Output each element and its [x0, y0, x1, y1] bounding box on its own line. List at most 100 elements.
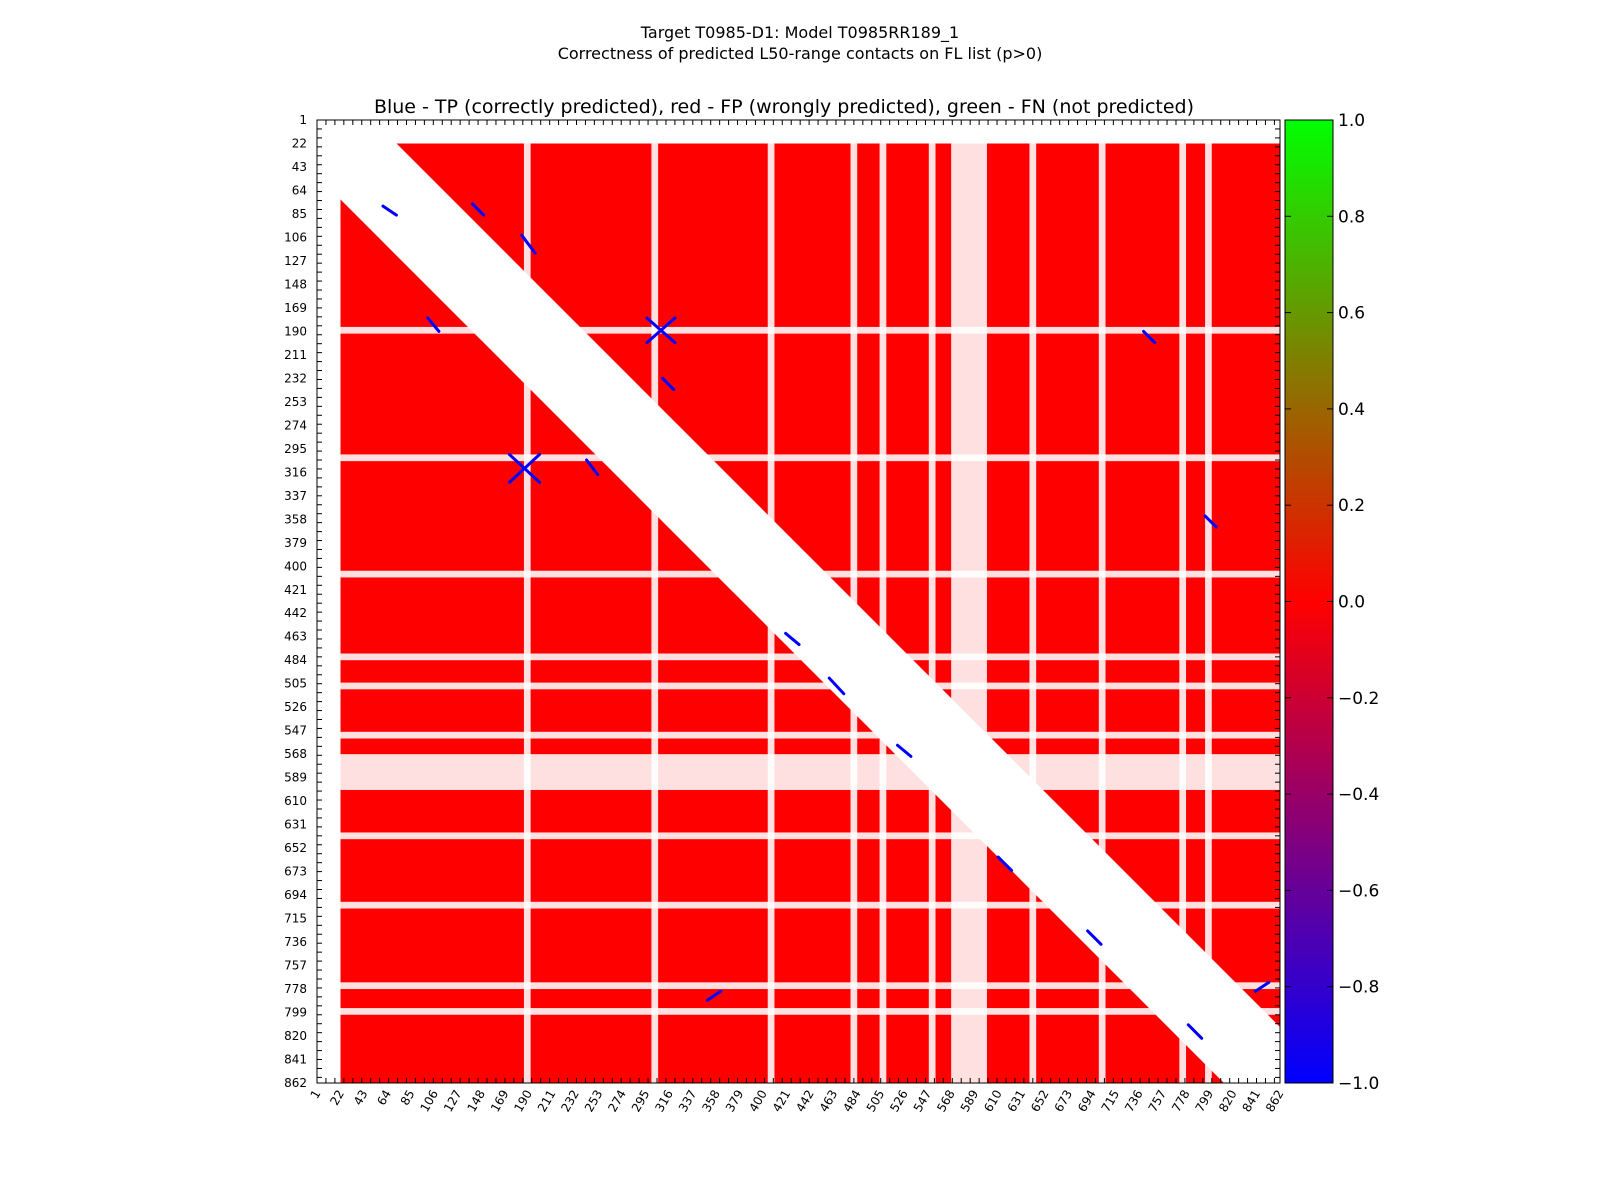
x-tick-label: 337: [676, 1088, 700, 1115]
tp-contact: [996, 855, 1014, 872]
x-tick-label: 673: [1052, 1088, 1076, 1115]
white-stripe-column: [1179, 143, 1187, 1084]
tp-contact: [827, 676, 846, 696]
tp-contacts: [381, 202, 1271, 1040]
x-tick-label: 778: [1169, 1088, 1193, 1115]
x-tick-label: 379: [723, 1088, 747, 1115]
white-stripe-column: [1205, 143, 1212, 1084]
y-tick-label: 862: [284, 1076, 307, 1090]
y-tick-label: 799: [284, 1006, 307, 1020]
tp-contact: [895, 743, 913, 758]
colorbar-tick-label: 0.4: [1338, 400, 1365, 420]
x-tick-label: 127: [441, 1088, 465, 1115]
colorbar-tick-label: 0.0: [1338, 593, 1365, 613]
y-tick-label: 778: [284, 982, 307, 996]
x-tick-label: 85: [398, 1088, 418, 1108]
y-tick-label: 106: [284, 230, 307, 244]
tp-contact: [507, 452, 542, 484]
diagonal-exclusion-band: [340, 143, 1280, 1084]
frame-ticks: [316, 119, 1280, 1083]
y-tick-label: 820: [284, 1029, 307, 1043]
tp-contact: [1203, 514, 1218, 529]
white-stripe-column: [1098, 143, 1106, 1084]
y-tick-label: 757: [284, 959, 307, 973]
white-stripe-row: [340, 982, 1280, 990]
figure-title-line1: Target T0985-D1: Model T0985RR189_1: [640, 23, 960, 42]
y-tick-label: 568: [284, 747, 307, 761]
x-tick-label: 253: [582, 1088, 606, 1115]
x-axis-ticks: 1 22 43 64 85 106 127 148 169 190 211 232 253 274 295 3…: [308, 1088, 1287, 1115]
x-tick-label: 463: [817, 1088, 841, 1115]
tp-contact: [520, 233, 537, 255]
colorbar-tick-label: 1.0: [1338, 111, 1365, 131]
y-tick-label: 400: [284, 559, 307, 573]
y-tick-label: 484: [284, 653, 307, 667]
x-tick-label: 169: [488, 1088, 512, 1115]
x-tick-label: 820: [1216, 1088, 1240, 1115]
tp-contact: [1186, 1023, 1204, 1040]
x-tick-label: 232: [558, 1088, 582, 1115]
x-tick-label: 484: [840, 1088, 864, 1115]
x-tick-label: 316: [652, 1088, 676, 1115]
colorbar-tick-label: 0.8: [1338, 207, 1365, 227]
y-tick-label: 694: [284, 888, 307, 902]
tp-contact: [585, 458, 600, 477]
y-tick-label: 295: [284, 442, 307, 456]
x-tick-label: 736: [1122, 1088, 1146, 1115]
white-stripe-row: [340, 1008, 1280, 1015]
y-tick-label: 421: [284, 583, 307, 597]
white-stripe-row: [340, 901, 1280, 909]
x-tick-label: 1: [308, 1088, 324, 1102]
x-tick-label: 589: [958, 1088, 982, 1115]
y-tick-label: 589: [284, 771, 307, 785]
y-tick-label: 232: [284, 371, 307, 385]
y-tick-label: 631: [284, 818, 307, 832]
white-stripe-row: [340, 832, 1280, 840]
x-tick-label: 211: [535, 1088, 559, 1115]
colorbar-tick-label: 0.6: [1338, 304, 1365, 324]
y-tick-label: 379: [284, 536, 307, 550]
white-stripe-row: [340, 454, 1280, 462]
tp-contact: [1142, 329, 1157, 345]
x-tick-label: 505: [864, 1088, 888, 1115]
white-stripe-row: [340, 682, 1280, 690]
white-stripe-row: [340, 754, 1280, 790]
tp-contact: [1253, 980, 1271, 993]
colorbar-tick-label: 0.2: [1338, 496, 1365, 516]
x-tick-label: 421: [770, 1088, 794, 1115]
white-stripe-column: [928, 143, 936, 1084]
y-tick-label: 22: [292, 136, 307, 150]
colorbar: 1.0 0.8 0.6 0.4 0.2 0.0 −0.2 −0.4 −0.6 −0.8 −1.0: [1284, 111, 1379, 1094]
white-stripe-column: [879, 143, 887, 1084]
white-stripe-column: [651, 143, 659, 1084]
y-tick-label: 253: [284, 395, 307, 409]
left-margin-band: [317, 120, 341, 1083]
y-tick-label: 169: [284, 301, 307, 315]
colorbar-tick-label: −0.2: [1338, 689, 1379, 709]
colorbar-tick-label: −0.6: [1338, 881, 1379, 901]
y-tick-label: 526: [284, 700, 307, 714]
tp-contact: [426, 316, 441, 333]
x-tick-label: 799: [1193, 1088, 1217, 1115]
x-tick-label: 568: [934, 1088, 958, 1115]
x-tick-label: 43: [351, 1088, 371, 1108]
x-tick-label: 442: [793, 1088, 817, 1115]
y-tick-label: 1: [299, 113, 307, 127]
colorbar-ticks: 1.0 0.8 0.6 0.4 0.2 0.0 −0.2 −0.4 −0.6 −0.8 −1.0: [1285, 111, 1379, 1094]
plot-title: Blue - TP (correctly predicted), red - F…: [374, 96, 1194, 118]
tp-contact: [645, 316, 677, 345]
y-tick-label: 127: [284, 254, 307, 268]
y-tick-label: 505: [284, 677, 307, 691]
x-tick-label: 295: [629, 1088, 653, 1115]
tp-contact: [1086, 929, 1103, 946]
y-tick-label: 610: [284, 794, 307, 808]
top-margin-band: [317, 120, 1280, 144]
white-stripe-column: [951, 143, 987, 1084]
y-tick-label: 274: [284, 418, 307, 432]
x-tick-label: 841: [1240, 1088, 1264, 1115]
y-tick-label: 358: [284, 512, 307, 526]
white-stripe-row: [340, 326, 1280, 334]
x-tick-label: 22: [327, 1088, 347, 1108]
x-tick-label: 715: [1099, 1088, 1123, 1115]
